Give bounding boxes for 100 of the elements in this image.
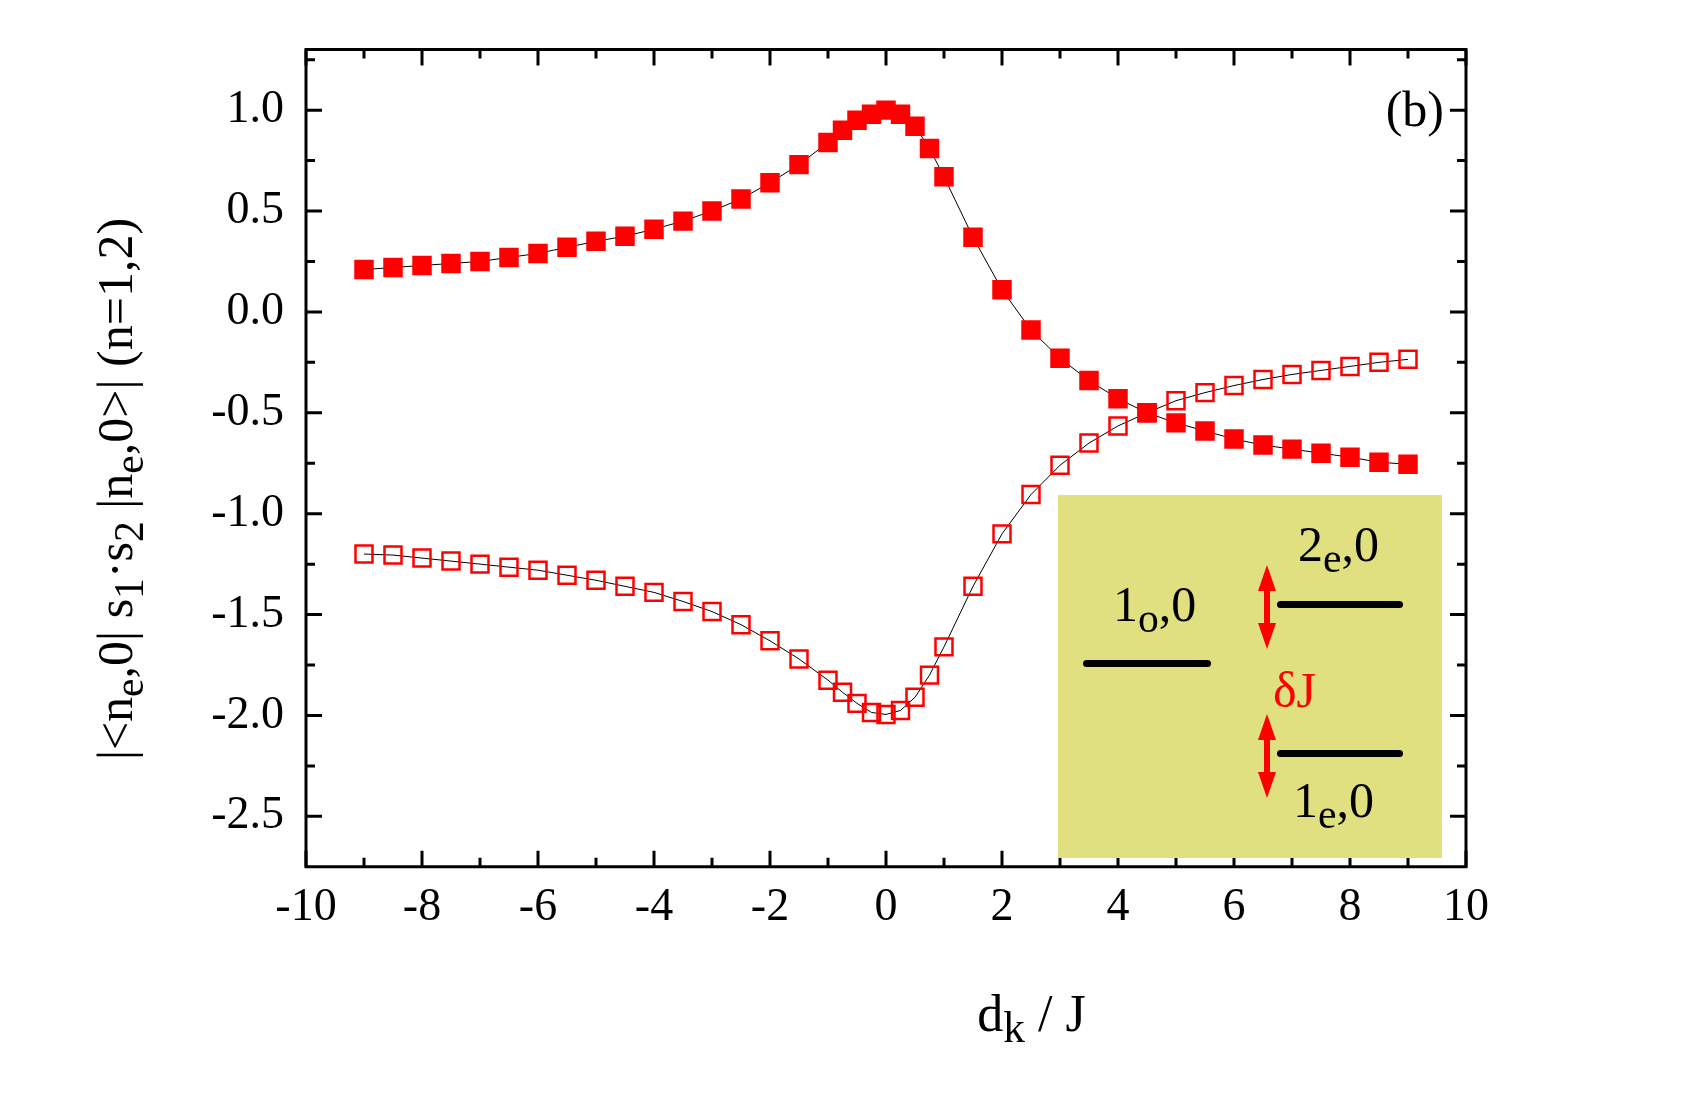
x-tick-label: -6: [518, 879, 558, 931]
point: [876, 704, 896, 725]
x-tick-label: 0: [874, 879, 898, 931]
point: [890, 700, 911, 721]
point: [1282, 364, 1302, 385]
point: [470, 251, 490, 272]
y-tick-label: -1.5: [211, 585, 284, 637]
point: [1253, 435, 1273, 455]
y-tick-label: 1.0: [226, 81, 284, 133]
point: [383, 257, 403, 278]
point: [1340, 447, 1360, 467]
point: [1311, 443, 1331, 463]
point: [412, 548, 432, 568]
point: [1369, 452, 1389, 472]
point: [1340, 356, 1360, 377]
point: [383, 545, 403, 565]
point: [919, 665, 940, 685]
point: [1021, 484, 1041, 505]
point: [702, 601, 722, 622]
point: [412, 255, 432, 276]
point: [441, 551, 461, 571]
point: [789, 649, 809, 669]
point: [1282, 439, 1302, 459]
point: [992, 279, 1012, 300]
point: [354, 259, 374, 280]
point: [702, 201, 722, 221]
x-tick-label: 6: [1222, 879, 1246, 931]
point: [499, 247, 519, 268]
point: [586, 570, 606, 591]
annotation: 1$_{o}$,0: [1113, 576, 1197, 641]
point: [1108, 388, 1128, 409]
point: [847, 693, 867, 714]
x-tick-label: 4: [1106, 879, 1130, 931]
point: [934, 166, 954, 187]
point: [861, 702, 882, 723]
y-tick-label: -2.5: [211, 787, 284, 839]
point: [441, 253, 461, 274]
point: [673, 211, 693, 231]
point: [557, 237, 577, 258]
point: [890, 104, 911, 124]
point: [1108, 416, 1128, 436]
point: [731, 189, 751, 209]
annotation: 1$_{e}$,0: [1293, 772, 1374, 837]
point: [818, 670, 838, 690]
point: [1050, 348, 1070, 369]
x-tick-label: 10: [1443, 879, 1489, 931]
x-tick-label: -2: [750, 879, 790, 931]
x-tick-label: 2: [990, 879, 1014, 931]
annotation: δJ: [1273, 662, 1317, 718]
point: [1398, 349, 1418, 370]
annotation: 2$_{e}$,0: [1298, 516, 1379, 581]
point: [528, 560, 548, 580]
x-tick-label: -10: [275, 879, 337, 931]
point: [644, 582, 664, 603]
x-tick-label: 8: [1338, 879, 1362, 931]
point: [615, 576, 635, 597]
point: [934, 637, 954, 657]
y-tick-label: 0.0: [226, 282, 284, 334]
point: [528, 243, 548, 264]
point: [731, 614, 751, 635]
point: [1079, 433, 1099, 453]
point: [1398, 454, 1418, 474]
point: [1050, 455, 1070, 475]
point: [1224, 429, 1244, 449]
point: [760, 631, 780, 651]
y-tick-label: -1.0: [211, 484, 284, 536]
point: [1079, 370, 1099, 391]
point: [615, 226, 635, 246]
point: [992, 524, 1012, 544]
point: [557, 565, 577, 585]
point: [1224, 375, 1244, 396]
point: [673, 591, 693, 612]
point: [470, 554, 490, 574]
point: [354, 544, 374, 564]
point: [1369, 352, 1389, 373]
point: [1311, 360, 1331, 381]
y-tick-label: 0.5: [226, 182, 284, 234]
x-axis-title: d$_{k}$ / J: [976, 985, 1087, 1053]
point: [963, 227, 983, 247]
point: [499, 557, 519, 577]
point: [644, 219, 664, 239]
point: [905, 116, 925, 137]
point: [1253, 369, 1273, 390]
point: [1195, 382, 1215, 403]
x-tick-label: -8: [402, 879, 442, 931]
point: [586, 231, 606, 252]
point: [832, 682, 853, 702]
point: [1021, 320, 1041, 340]
point: [905, 687, 925, 708]
point: [1195, 421, 1215, 441]
annotation: (b): [1385, 80, 1444, 137]
point: [760, 173, 780, 193]
point: [789, 154, 809, 175]
point: [818, 132, 838, 153]
x-tick-label: -4: [634, 879, 674, 931]
point: [963, 576, 983, 597]
point: [1166, 413, 1186, 433]
y-tick-label: -0.5: [211, 383, 284, 435]
point: [919, 138, 940, 159]
point: [1166, 390, 1186, 411]
